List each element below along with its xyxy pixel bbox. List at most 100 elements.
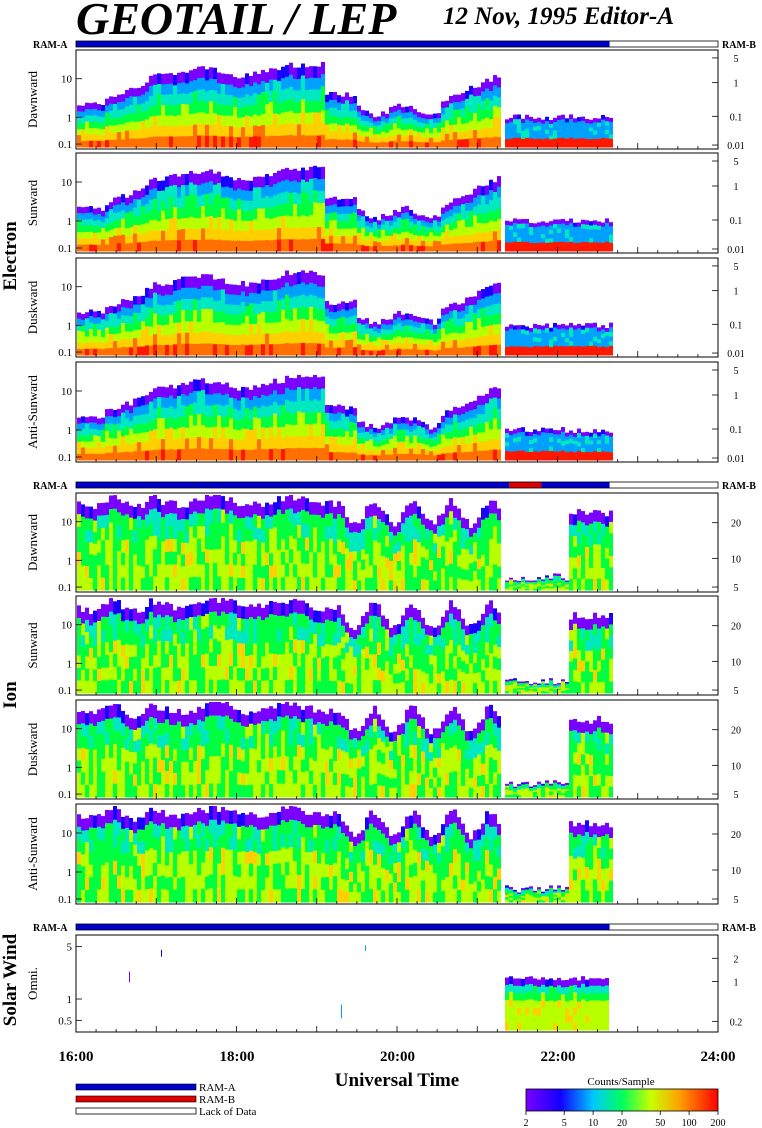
spectrogram-cell <box>97 540 101 554</box>
spectrogram-cell <box>601 114 605 121</box>
spectrogram-cell <box>125 451 129 461</box>
spectrogram-cell <box>133 416 137 426</box>
spectrogram-cell <box>497 303 501 315</box>
spectrogram-cell <box>533 138 537 144</box>
spectrogram-cell <box>473 233 477 243</box>
spectrogram-cell <box>417 215 421 222</box>
spectrogram-cell <box>401 331 405 339</box>
spectrogram-cell <box>161 397 165 409</box>
spectrogram-cell <box>521 580 525 584</box>
spectrogram-cell <box>125 205 129 214</box>
spectrogram-cell <box>213 494 217 510</box>
spectrogram-cell <box>189 228 193 241</box>
spectrogram-cell <box>585 341 589 347</box>
spectrogram-cell <box>161 105 165 117</box>
spectrogram-cell <box>457 508 461 521</box>
spectrogram-cell <box>581 325 585 331</box>
spectrogram-cell <box>145 501 149 515</box>
spectrogram-cell <box>217 426 221 439</box>
spectrogram-cell <box>77 514 81 528</box>
spectrogram-cell <box>241 190 245 201</box>
spectrogram-cell <box>293 538 297 553</box>
spectrogram-cell <box>485 345 489 356</box>
spectrogram-cell <box>569 227 573 233</box>
spectrogram-cell <box>341 213 345 222</box>
spectrogram-cell <box>453 553 457 567</box>
spectrogram-cell <box>181 196 185 208</box>
spectrogram-cell <box>325 94 329 103</box>
spectrogram-cell <box>345 431 349 439</box>
spectrogram-cell <box>289 413 293 426</box>
spectrogram-cell <box>125 401 129 411</box>
spectrogram-cell <box>489 305 493 316</box>
spectrogram-cell <box>605 443 609 449</box>
spectrogram-cell <box>605 568 609 580</box>
spectrogram-cell <box>393 580 397 591</box>
spectrogram-cell <box>269 528 273 542</box>
spectrogram-cell <box>461 235 465 244</box>
spectrogram-cell <box>89 341 93 349</box>
spectrogram-cell <box>289 122 293 136</box>
spectrogram-cell <box>533 247 537 252</box>
spectrogram-cell <box>109 416 113 424</box>
spectrogram-cell <box>309 282 313 296</box>
spectrogram-cell <box>329 551 333 565</box>
spectrogram-cell <box>405 141 409 148</box>
spectrogram-cell <box>349 532 353 543</box>
spectrogram-cell <box>533 341 537 347</box>
spectrogram-cell <box>545 238 549 244</box>
spectrogram-cell <box>329 526 333 540</box>
spectrogram-cell <box>445 120 449 128</box>
spectrogram-cell <box>297 272 301 285</box>
spectrogram-cell <box>609 341 613 347</box>
spectrogram-cell <box>93 622 97 635</box>
spectrogram-cell <box>505 119 509 124</box>
spectrogram-cell <box>345 236 349 245</box>
spectrogram-cell <box>425 539 429 550</box>
spectrogram-cell <box>289 448 293 461</box>
spectrogram-cell <box>133 138 137 148</box>
spectrogram-cell <box>541 242 545 248</box>
spectrogram-cell <box>549 347 553 352</box>
spectrogram-cell <box>221 84 225 96</box>
spectrogram-cell <box>81 658 85 671</box>
spectrogram-cell <box>329 405 333 414</box>
spectrogram-cell <box>293 526 297 540</box>
spectrogram-cell <box>581 432 585 437</box>
spectrogram-cell <box>449 550 453 565</box>
spectrogram-cell <box>133 242 137 252</box>
spectrogram-cell <box>213 535 217 550</box>
spectrogram-cell <box>113 417 117 425</box>
spectrogram-cell <box>505 131 509 136</box>
spectrogram-cell <box>205 576 209 591</box>
spectrogram-cell <box>505 588 509 591</box>
spectrogram-cell <box>389 349 393 356</box>
y2-tick-label: 0.1 <box>730 112 743 123</box>
spectrogram-cell <box>357 328 361 335</box>
spectrogram-cell <box>533 323 537 329</box>
spectrogram-cell <box>253 293 257 304</box>
spectrogram-cell <box>265 240 269 252</box>
spectrogram-cell <box>421 546 425 558</box>
spectrogram-cell <box>481 317 485 328</box>
spectrogram-cell <box>481 566 485 579</box>
spectrogram-cell <box>449 347 453 356</box>
spectrogram-cell <box>453 437 457 446</box>
spectrogram-cell <box>185 542 189 556</box>
spectrogram-cell <box>405 135 409 142</box>
spectrogram-cell <box>529 142 533 148</box>
spectrogram-cell <box>293 124 297 137</box>
spectrogram-cell <box>493 500 497 514</box>
spectrogram-cell <box>145 110 149 120</box>
spectrogram-cell <box>149 288 153 299</box>
spectrogram-cell <box>185 406 189 418</box>
spectrogram-cell <box>257 197 261 209</box>
spectrogram-cell <box>153 344 157 356</box>
spectrogram-cell <box>473 451 477 461</box>
spectrogram-cell <box>493 551 497 565</box>
spectrogram-cell <box>193 321 197 334</box>
spectrogram-cell <box>345 517 349 529</box>
spectrogram-cell <box>361 344 365 351</box>
spectrogram-cell <box>269 290 273 302</box>
spectrogram-cell <box>469 305 473 314</box>
